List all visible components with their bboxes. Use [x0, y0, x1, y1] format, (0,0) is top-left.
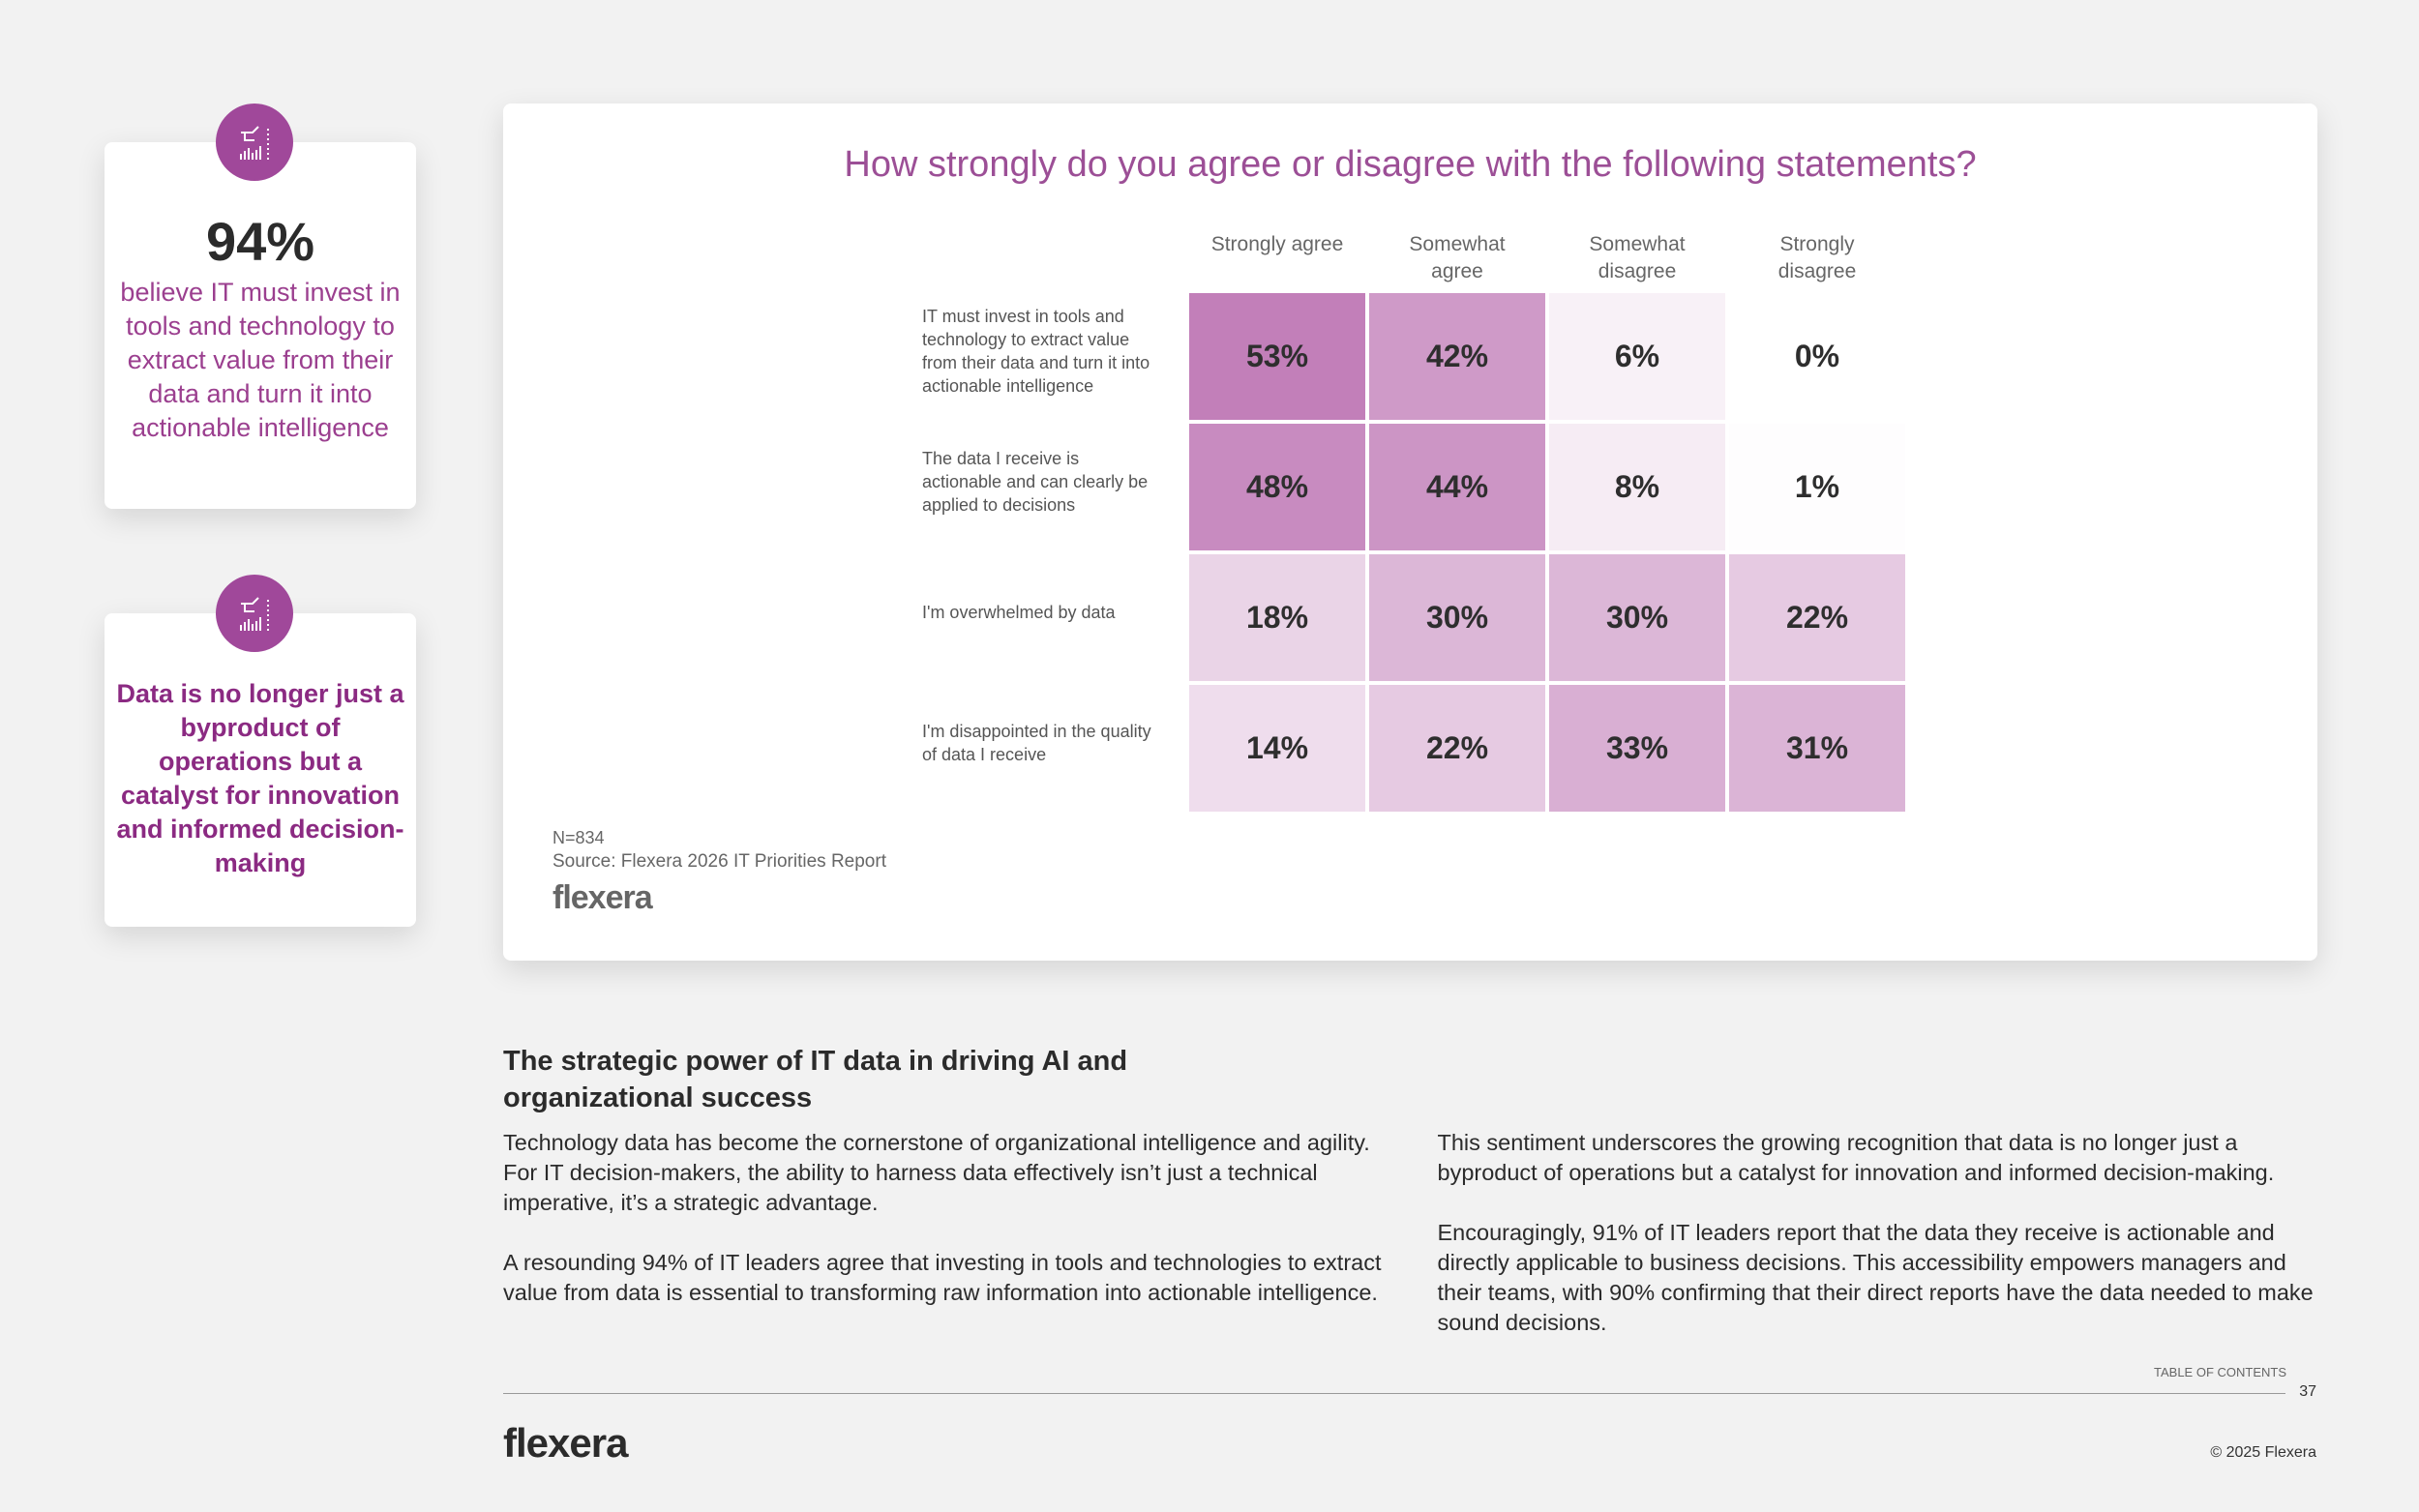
heat-cell: 31%: [1729, 685, 1905, 812]
value-label: 18%: [1245, 600, 1309, 635]
stat: 94%: [205, 211, 315, 272]
heat-cell: 0%: [1729, 293, 1905, 420]
column-header: Strongly agree: [1210, 233, 1344, 255]
paragraph: Technology data has become the cornersto…: [503, 1130, 1370, 1215]
source: Source: Flexera 2026 IT Priorities Repor…: [552, 851, 886, 872]
heat-cell: 44%: [1369, 424, 1545, 550]
row-label: I'm disappointed in the quality of data …: [922, 721, 1151, 764]
chart-title: How strongly do you agree or disagree wi…: [844, 144, 1977, 185]
heat-cell: 33%: [1549, 685, 1725, 812]
value-label: 42%: [1425, 339, 1489, 373]
stat-text: believe IT must invest in tools and tech…: [120, 278, 401, 442]
value-label: 31%: [1785, 730, 1849, 765]
icon: [216, 575, 293, 652]
footer-rule: [503, 1393, 2285, 1394]
value-label: 0%: [1794, 339, 1840, 373]
value-label: 1%: [1794, 469, 1840, 504]
heat-cell: 53%: [1189, 293, 1365, 420]
heat-cell: 6%: [1549, 293, 1725, 420]
paragraph: A resounding 94% of IT leaders agree tha…: [503, 1130, 2275, 1305]
quote-card: Data is no longer just a byproduct of op…: [105, 613, 416, 927]
column-header: Strongly disagree: [1777, 233, 1857, 282]
value-label: 30%: [1425, 600, 1489, 635]
value-label: 6%: [1614, 339, 1660, 373]
icon: [216, 104, 293, 181]
heat-cell: 22%: [1369, 685, 1545, 812]
toc-link[interactable]: TABLE OF CONTENTS: [2154, 1365, 2286, 1379]
paragraph: Encouragingly, 91% of IT leaders report …: [1437, 1220, 2314, 1335]
quote: Data is no longer just a byproduct of op…: [116, 679, 404, 877]
value-label: 33%: [1605, 730, 1669, 765]
value-label: 14%: [1245, 730, 1309, 765]
article-heading: The strategic power of IT data in drivin…: [503, 1046, 1128, 1113]
chart-card: How strongly do you agree or disagree wi…: [503, 104, 2317, 961]
article-body: Technology data has become the cornersto…: [503, 1128, 2317, 1338]
icon-glyph: [240, 597, 269, 631]
heat-cell: 48%: [1189, 424, 1365, 550]
row-label: The data I receive is actionable and can…: [922, 448, 1149, 515]
footer-logo: flexera: [503, 1420, 628, 1466]
heat-cell: 30%: [1549, 554, 1725, 681]
heat-cell: 14%: [1189, 685, 1365, 812]
row-label: IT must invest in tools and technology t…: [922, 306, 1150, 396]
heat-cell: 8%: [1549, 424, 1725, 550]
column-header: Somewhat disagree: [1589, 233, 1686, 282]
heat-cell: 42%: [1369, 293, 1545, 420]
heat-cell: 30%: [1369, 554, 1545, 681]
note: N=834: [552, 828, 605, 847]
row-label: I'm overwhelmed by data: [922, 602, 1116, 622]
heat-cell: 22%: [1729, 554, 1905, 681]
value-label: 22%: [1425, 730, 1489, 765]
page-number: 37: [2299, 1383, 2316, 1400]
value-label: 44%: [1425, 469, 1489, 504]
value-label: 53%: [1245, 339, 1309, 373]
value-label: 22%: [1785, 600, 1849, 635]
column-header: Somewhat agree: [1409, 233, 1506, 282]
heat-cell: 18%: [1189, 554, 1365, 681]
icon-glyph: [240, 126, 269, 160]
logo: flexera: [552, 879, 653, 916]
heat-cell: 1%: [1729, 424, 1905, 550]
value-label: 48%: [1245, 469, 1309, 504]
value-label: 30%: [1605, 600, 1669, 635]
value-label: 8%: [1614, 469, 1660, 504]
copyright: © 2025 Flexera: [2210, 1444, 2316, 1461]
stat-card: 94% believe IT must invest in tools and …: [105, 142, 416, 509]
